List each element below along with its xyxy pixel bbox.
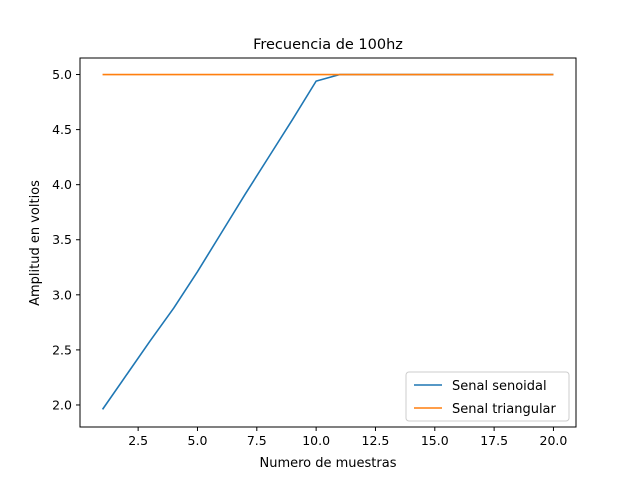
plot-area: 2.5 5.0 7.5 10.0 12.5 15.0 17.5 20.0 2.0 2.5 3.0 3.… — [52, 67, 567, 448]
x-tick-label: 7.5 — [247, 433, 267, 448]
legend-label-senoidal: Senal senoidal — [452, 379, 547, 394]
axes-frame — [79, 57, 577, 428]
y-tick-label: 2.5 — [52, 342, 72, 357]
x-tick-label: 2.5 — [128, 433, 148, 448]
x-tick-label: 10.0 — [302, 433, 330, 448]
legend-box — [405, 371, 570, 422]
x-tick-label: 5.0 — [188, 433, 208, 448]
legend-label-triangular: Senal triangular — [452, 402, 557, 417]
y-tick-label: 4.5 — [52, 122, 72, 137]
x-tick-label: 20.0 — [540, 433, 568, 448]
y-tick-label: 3.5 — [52, 232, 72, 247]
x-tick-label: 17.5 — [480, 433, 508, 448]
y-tick-label: 5.0 — [52, 67, 72, 82]
y-tick-label: 4.0 — [52, 177, 72, 192]
y-tick-label: 3.0 — [52, 287, 72, 302]
x-tick-label: 15.0 — [421, 433, 449, 448]
chart-title: Frecuencia de 100hz — [253, 37, 403, 53]
x-axis-label: Numero de muestras — [259, 456, 396, 471]
legend: Senal senoidal Senal triangular — [405, 371, 570, 422]
y-axis-label: Amplitud en voltios — [28, 180, 43, 306]
x-tick-label: 12.5 — [362, 433, 390, 448]
y-tick-label: 2.0 — [52, 397, 72, 412]
